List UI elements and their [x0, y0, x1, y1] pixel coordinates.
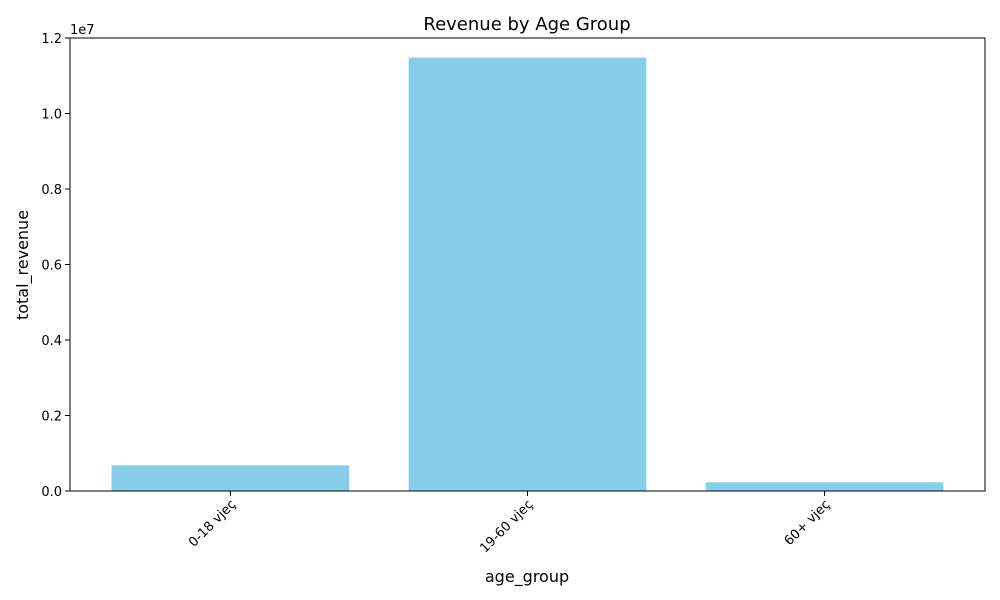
- bar-2: [705, 482, 944, 491]
- bar-0: [111, 465, 350, 491]
- x-tick-label: 0-18 vjeç: [186, 497, 239, 550]
- x-axis-label: age_group: [485, 567, 569, 587]
- x-ticks-group: 0-18 vjeç 19-60 vjeç 60+ vjeç: [186, 491, 833, 556]
- plot-frame: [69, 37, 986, 492]
- bar-1: [408, 57, 647, 491]
- y-tick-label: 0.4: [41, 334, 62, 349]
- y-axis-label: total_revenue: [13, 210, 33, 320]
- y-tick-label: 0.0: [41, 485, 62, 500]
- y-tick-label: 1.0: [41, 108, 62, 123]
- y-axis-offset-label: 1e7: [70, 23, 95, 38]
- chart-title: Revenue by Age Group: [423, 14, 630, 35]
- y-ticks-group: 0.0 0.2 0.4 0.6 0.8 1.0 1.2: [41, 32, 70, 500]
- y-tick-label: 0.2: [41, 410, 62, 425]
- x-tick-label: 19-60 vjeç: [477, 497, 536, 556]
- bars-group: [111, 57, 944, 491]
- y-tick-label: 0.8: [41, 183, 62, 198]
- x-tick-label: 60+ vjeç: [782, 497, 834, 549]
- y-tick-label: 0.6: [41, 259, 62, 274]
- y-tick-label: 1.2: [41, 32, 62, 47]
